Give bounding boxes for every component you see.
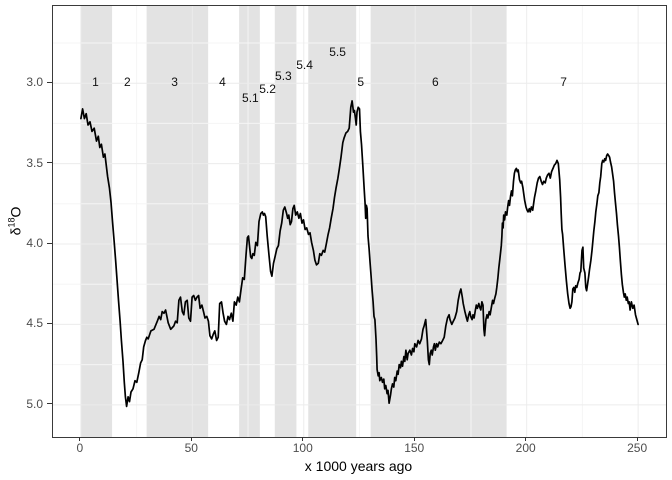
y-axis-tick — [47, 322, 52, 324]
mis-shaded-band — [146, 6, 209, 437]
x-axis-tick — [302, 437, 304, 441]
x-tick-label: 150 — [404, 441, 425, 455]
y-axis-tick — [47, 162, 52, 164]
y-tick-label: 5.0 — [26, 396, 43, 411]
stage-label-5-4: 5.4 — [296, 57, 313, 72]
mis-shaded-band — [370, 6, 507, 437]
y-tick-label: 4.0 — [26, 236, 43, 250]
y-tick-label: 4.5 — [26, 316, 43, 331]
mis-shaded-band — [80, 6, 113, 437]
line-plot — [53, 6, 666, 437]
y-tick-label: 3.0 — [26, 75, 43, 90]
d18o-curve — [80, 100, 639, 408]
x-axis-tick — [413, 437, 415, 441]
x-tick-label: 100 — [292, 441, 313, 455]
y-axis-tick — [47, 403, 52, 405]
stage-label-1: 1 — [92, 75, 99, 90]
y-tick-label: 3.5 — [26, 155, 43, 170]
stage-label-5-1: 5.1 — [242, 91, 259, 106]
x-axis-tick — [525, 437, 527, 441]
stage-label-4: 4 — [219, 75, 226, 90]
stage-label-2: 2 — [123, 75, 131, 90]
stage-label-6: 6 — [432, 75, 439, 90]
x-axis-tick — [79, 437, 81, 441]
x-tick-label: 0 — [76, 441, 84, 455]
y-axis-title-superscript: 18 — [6, 217, 17, 228]
stage-label-5-2: 5.2 — [259, 81, 276, 96]
x-tick-label: 50 — [184, 441, 198, 455]
stage-label-5-5: 5.5 — [329, 44, 346, 59]
mis-shaded-band — [239, 6, 260, 437]
stage-label-3: 3 — [171, 75, 178, 90]
x-tick-label: 250 — [627, 441, 648, 455]
y-axis-tick — [47, 242, 52, 244]
y-axis-title: δ18O — [7, 207, 24, 236]
stage-label-5-3: 5.3 — [275, 68, 292, 83]
x-tick-label: 200 — [515, 441, 536, 455]
x-axis-title: x 1000 years ago — [304, 458, 413, 474]
plot-panel — [52, 5, 667, 438]
y-axis-title-element: O — [7, 206, 24, 218]
mis-shaded-band — [274, 6, 297, 437]
x-axis-tick — [636, 437, 638, 441]
stage-label-7: 7 — [560, 75, 567, 90]
stage-label-5: 5 — [357, 75, 365, 90]
y-axis-title-delta: δ — [7, 227, 24, 236]
y-axis-tick — [47, 81, 52, 83]
mis-shaded-band — [308, 6, 357, 437]
x-axis-tick — [190, 437, 192, 441]
